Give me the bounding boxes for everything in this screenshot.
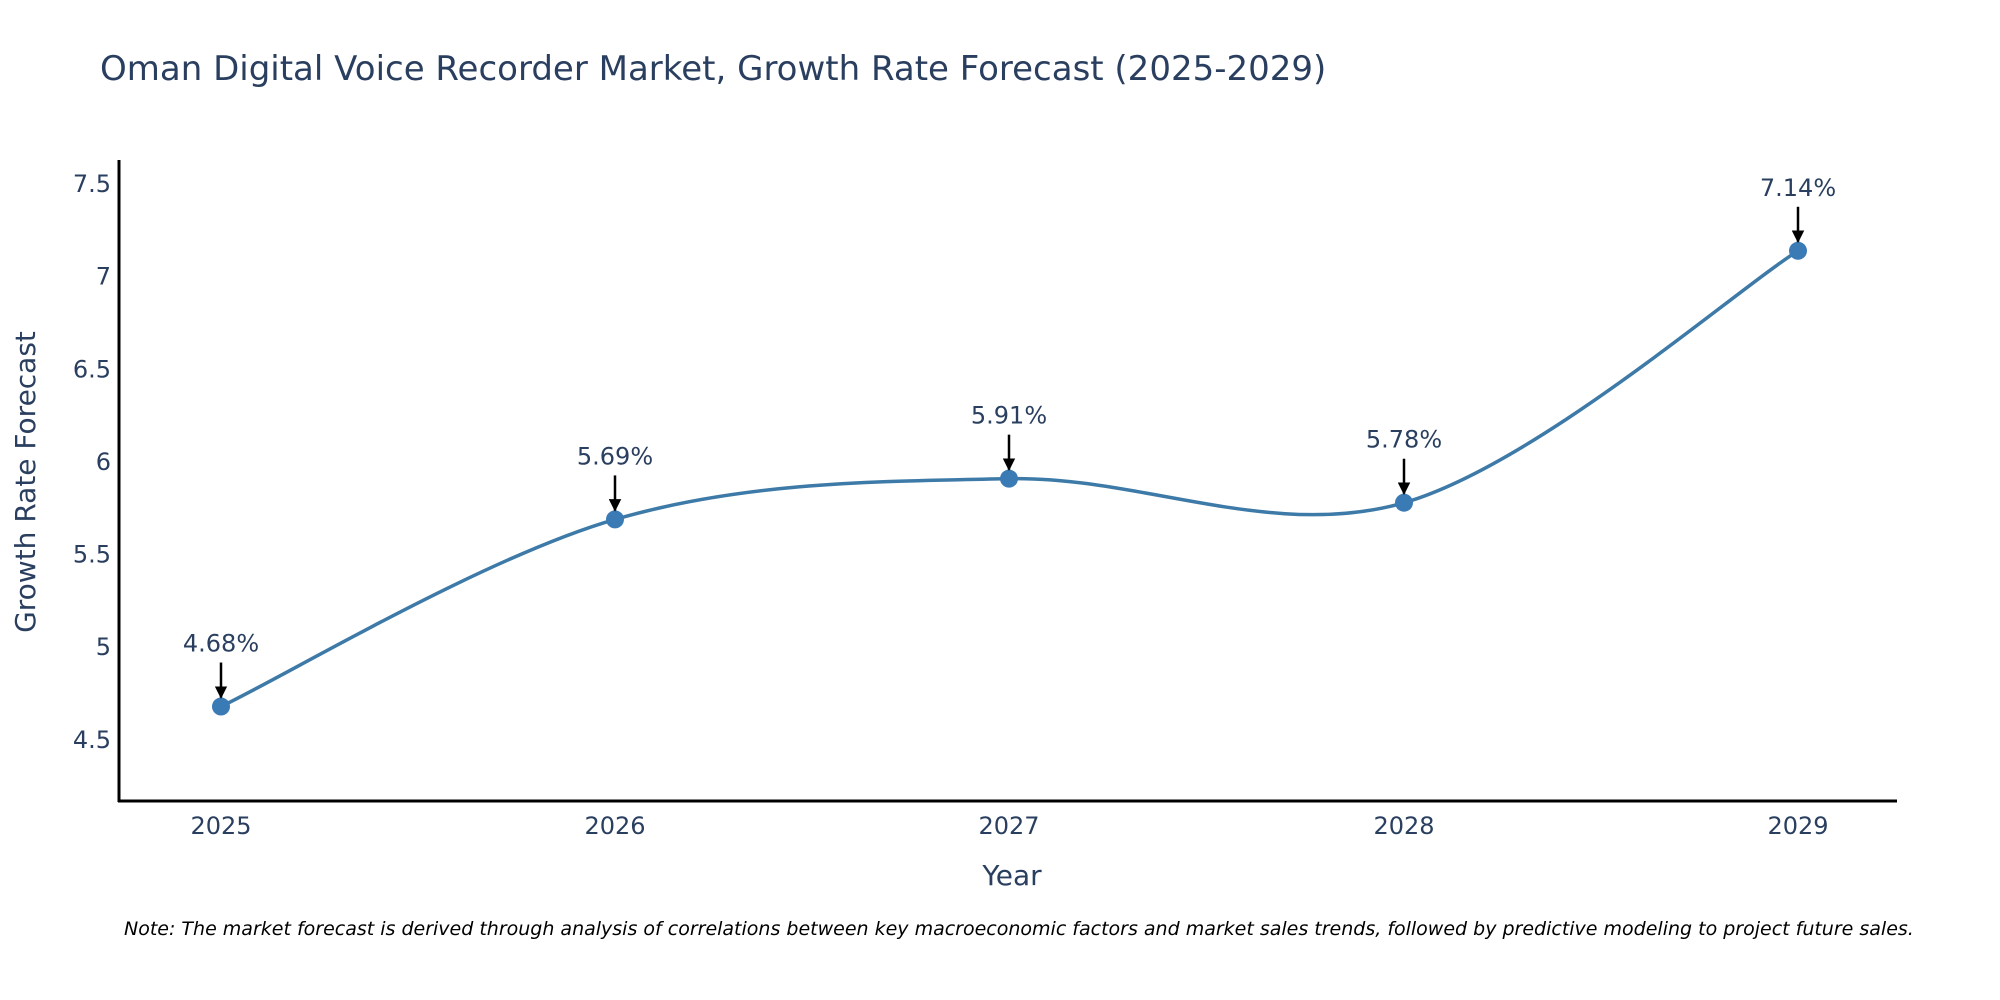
data-label: 5.91% xyxy=(971,402,1047,430)
data-point xyxy=(1000,469,1018,488)
data-point xyxy=(212,697,230,716)
y-tick-label: 6 xyxy=(96,448,111,476)
y-axis-ticks: 4.5 5 5.5 6 6.5 7 7.5 xyxy=(73,170,111,754)
data-label: 7.14% xyxy=(1760,174,1836,202)
data-label: 5.78% xyxy=(1366,426,1442,454)
data-point xyxy=(1395,493,1413,512)
x-axis-title: Year xyxy=(981,859,1042,892)
chart-title: Oman Digital Voice Recorder Market, Grow… xyxy=(100,49,1326,89)
data-point xyxy=(1789,241,1807,260)
data-label: 5.69% xyxy=(577,442,653,470)
y-tick-label: 4.5 xyxy=(73,726,111,754)
data-label: 4.68% xyxy=(183,630,259,658)
footnote: Note: The market forecast is derived thr… xyxy=(124,918,1914,940)
y-tick-label: 5.5 xyxy=(73,541,111,569)
y-tick-label: 6.5 xyxy=(73,355,111,383)
x-tick-label: 2029 xyxy=(1767,812,1828,840)
data-point xyxy=(606,510,624,529)
x-tick-label: 2026 xyxy=(584,812,645,840)
data-markers xyxy=(212,241,1807,716)
y-tick-label: 5 xyxy=(96,633,111,661)
y-tick-label: 7 xyxy=(96,263,111,291)
y-tick-label: 7.5 xyxy=(73,170,111,198)
data-annotations: 4.68% 5.69% 5.91% 5.78% 7.14% xyxy=(183,174,1836,699)
x-tick-label: 2027 xyxy=(978,812,1039,840)
x-axis-ticks: 2025 2026 2027 2028 2029 xyxy=(190,812,1828,840)
y-axis-title: Growth Rate Forecast xyxy=(9,331,42,633)
x-tick-label: 2028 xyxy=(1373,812,1434,840)
x-tick-label: 2025 xyxy=(190,812,251,840)
